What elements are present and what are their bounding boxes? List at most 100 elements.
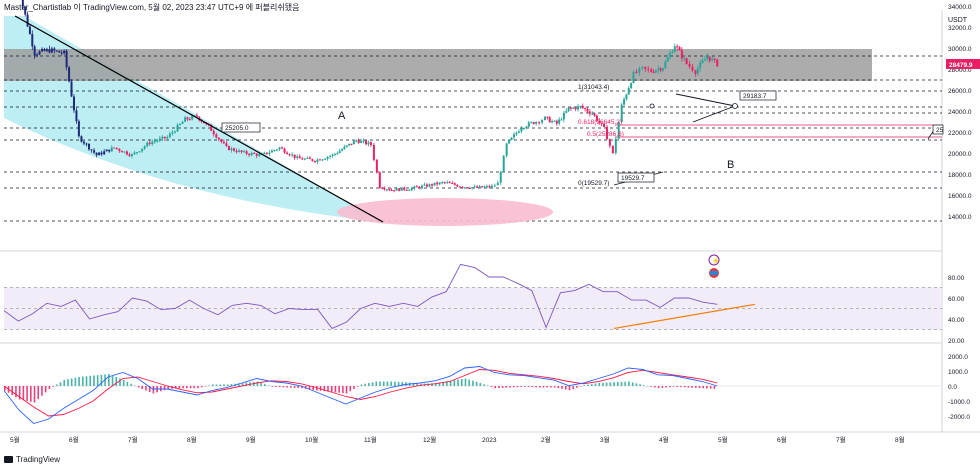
macd-histogram-bar xyxy=(238,383,240,386)
price-candle xyxy=(654,70,657,73)
price-tick-label: 18000.0 xyxy=(948,172,972,179)
price-candle xyxy=(548,117,551,123)
price-candle xyxy=(620,104,623,122)
price-candle xyxy=(577,106,580,110)
macd-histogram-bar xyxy=(338,386,340,393)
footer-brand: TradingView xyxy=(16,455,61,464)
rsi-tick-label: 20.00 xyxy=(948,338,965,345)
macd-histogram-bar xyxy=(130,383,132,386)
price-candle xyxy=(676,46,679,48)
price-candle xyxy=(591,113,594,115)
macd-histogram-bar xyxy=(446,381,448,386)
price-candle xyxy=(258,153,261,156)
price-candle xyxy=(708,56,711,61)
price-candle xyxy=(243,151,246,153)
resistance-zone xyxy=(4,49,872,81)
tradingview-logo-icon xyxy=(4,456,13,463)
price-candle xyxy=(431,184,434,186)
callout-label: 19529.7 xyxy=(621,175,645,182)
price-candle xyxy=(143,146,146,149)
price-candle xyxy=(281,147,284,149)
macd-histogram-bar xyxy=(275,386,277,387)
price-candle xyxy=(115,147,118,149)
price-candle xyxy=(499,171,502,183)
macd-histogram-bar xyxy=(174,386,177,389)
price-candle xyxy=(683,58,686,60)
price-candle xyxy=(77,121,80,137)
price-candle xyxy=(652,71,655,73)
macd-histogram-bar xyxy=(472,380,474,386)
price-candle xyxy=(151,141,154,145)
macd-axis: 2000.0 1000.0 0.0 -1000.0 -2000.0 xyxy=(948,354,970,421)
macd-histogram-bar xyxy=(134,385,136,387)
macd-histogram-bar xyxy=(264,384,266,386)
price-candle xyxy=(405,189,408,191)
macd-histogram-bar xyxy=(386,381,389,386)
price-candle xyxy=(301,158,304,160)
time-tick-label: 8월 xyxy=(187,435,197,444)
price-candle xyxy=(369,142,372,145)
callout-box xyxy=(221,122,261,133)
price-candle xyxy=(360,141,363,144)
price-candle xyxy=(352,140,355,145)
price-candle xyxy=(664,61,667,69)
macd-histogram-bar xyxy=(278,386,281,388)
macd-histogram-bar xyxy=(230,384,233,386)
price-candle xyxy=(88,143,91,150)
price-candle xyxy=(530,122,533,124)
triangle-lower-line xyxy=(692,105,736,123)
price-candle xyxy=(286,152,289,155)
macd-histogram-bar xyxy=(460,379,463,386)
price-candle xyxy=(195,115,198,117)
price-candle xyxy=(493,185,496,187)
macd-histogram-bar xyxy=(550,386,552,388)
price-candle xyxy=(50,48,53,53)
price-candle xyxy=(168,133,171,138)
price-candle xyxy=(581,105,584,109)
currency-label: USDT xyxy=(948,17,968,24)
price-candle xyxy=(345,145,348,147)
macd-histogram-bar xyxy=(561,386,563,389)
price-candle xyxy=(716,59,719,67)
time-tick-label: 6월 xyxy=(69,435,79,444)
last-price-badge xyxy=(946,58,980,69)
price-candle xyxy=(161,136,164,139)
price-candle xyxy=(188,119,191,121)
price-candle xyxy=(453,183,456,185)
macd-histogram-bar xyxy=(364,383,366,386)
macd-histogram-bar xyxy=(620,381,623,386)
price-candle xyxy=(184,117,187,122)
price-candle xyxy=(588,111,591,114)
macd-histogram-bar xyxy=(442,381,444,386)
macd-histogram-bar xyxy=(576,386,578,388)
price-candle xyxy=(713,58,716,60)
price-candle xyxy=(441,182,444,184)
macd-histogram-bar xyxy=(676,386,679,387)
price-candle xyxy=(448,182,451,184)
macd-histogram-bar xyxy=(63,380,66,386)
price-candle xyxy=(520,128,523,132)
macd-histogram-bar xyxy=(691,386,693,388)
price-candle xyxy=(438,182,441,185)
price-candle xyxy=(478,186,481,188)
price-candle xyxy=(400,187,403,191)
macd-histogram-bar xyxy=(382,381,385,386)
price-candle xyxy=(456,184,459,187)
price-candle xyxy=(410,188,413,190)
price-candle xyxy=(383,188,386,190)
rsi-support-line xyxy=(613,303,756,330)
macd-histogram-bar xyxy=(698,386,701,389)
macd-histogram-bar xyxy=(342,386,344,394)
price-candle xyxy=(293,154,296,158)
price-candle xyxy=(630,82,633,89)
price-tick-label: 28000.0 xyxy=(948,67,972,74)
macd-histogram-bar xyxy=(223,384,225,386)
macd-histogram-bar xyxy=(464,378,467,386)
price-candle xyxy=(641,66,644,69)
macd-histogram-bar xyxy=(245,382,248,386)
macd-histogram-bar xyxy=(568,386,571,391)
price-candle xyxy=(273,149,276,151)
macd-histogram-bar xyxy=(182,386,184,389)
macd-histogram-bar xyxy=(100,374,103,386)
